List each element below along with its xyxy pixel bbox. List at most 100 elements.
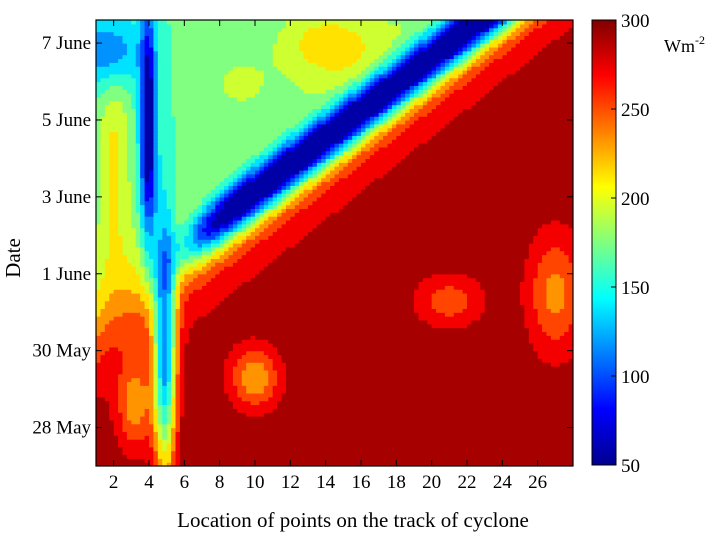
contour-cell <box>391 319 397 325</box>
contour-cell <box>515 292 521 298</box>
contour-cell <box>303 300 309 306</box>
contour-cell <box>506 327 512 333</box>
contour-cell <box>308 454 314 459</box>
contour-cell <box>524 462 530 466</box>
contour-cell <box>113 419 119 425</box>
contour-cell <box>303 342 309 348</box>
contour-cell <box>316 416 322 421</box>
contour-cell <box>224 350 230 356</box>
contour-cell <box>232 350 238 356</box>
contour-cell <box>308 381 314 386</box>
contour-cell <box>316 289 322 294</box>
contour-cell <box>568 389 573 394</box>
contour-cell <box>484 381 490 386</box>
contour-cell <box>206 316 212 321</box>
contour-cell <box>400 346 406 352</box>
contour-cell <box>184 373 190 379</box>
contour-cell <box>149 335 155 340</box>
contour-cell <box>480 366 486 371</box>
contour-cell <box>400 358 406 363</box>
contour-cell <box>542 335 548 340</box>
contour-cell <box>321 304 327 309</box>
contour-cell <box>157 439 163 444</box>
contour-cell <box>118 392 124 398</box>
contour-cell <box>431 377 437 383</box>
contour-cell <box>312 350 318 356</box>
contour-cell <box>537 416 543 421</box>
contour-cell <box>193 296 199 302</box>
contour-cell <box>321 435 327 440</box>
contour-cell <box>312 377 318 383</box>
contour-cell <box>263 446 269 452</box>
contour-cell <box>321 408 327 413</box>
contour-cell <box>343 358 349 363</box>
contour-cell <box>387 350 393 356</box>
contour-cell <box>277 416 283 421</box>
contour-cell <box>506 323 512 329</box>
contour-cell <box>396 439 402 444</box>
contour-cell <box>409 300 415 306</box>
contour-cell <box>312 300 318 306</box>
contour-cell <box>493 427 499 432</box>
contour-cell <box>193 400 199 406</box>
contour-cell <box>277 335 283 340</box>
contour-cell <box>126 319 132 325</box>
contour-cell <box>475 289 481 294</box>
contour-cell <box>347 323 353 329</box>
contour-cell <box>449 296 455 302</box>
contour-cell <box>308 358 314 363</box>
contour-cell <box>303 427 309 432</box>
contour-cell <box>546 296 552 302</box>
contour-cell <box>418 412 424 417</box>
contour-cell <box>179 304 185 309</box>
contour-cell <box>281 400 287 406</box>
contour-cell <box>436 323 442 329</box>
contour-cell <box>396 369 402 375</box>
contour-cell <box>122 396 128 402</box>
contour-cell <box>171 416 177 421</box>
contour-cell <box>246 389 252 394</box>
contour-cell <box>383 358 389 363</box>
contour-cell <box>334 304 340 309</box>
contour-cell <box>215 423 221 429</box>
contour-cell <box>290 296 296 302</box>
contour-cell <box>299 462 305 466</box>
contour-cell <box>210 385 216 390</box>
contour-cell <box>325 354 331 359</box>
contour-cell <box>228 323 234 329</box>
contour-cell <box>537 454 543 459</box>
contour-cell <box>400 292 406 298</box>
contour-cell <box>224 373 230 379</box>
contour-cell <box>210 308 216 313</box>
contour-cell <box>365 416 371 421</box>
contour-cell <box>277 381 283 386</box>
contour-cell <box>202 327 208 333</box>
contour-cell <box>334 300 340 306</box>
contour-cell <box>184 369 190 375</box>
contour-cell <box>533 342 539 348</box>
contour-cell <box>524 454 530 459</box>
contour-cell <box>555 358 561 363</box>
contour-cell <box>409 427 415 432</box>
contour-cell <box>537 304 543 309</box>
contour-cell <box>528 404 534 409</box>
contour-cell <box>272 304 278 309</box>
contour-cell <box>502 458 508 463</box>
contour-cell <box>378 408 384 413</box>
contour-cell <box>299 335 305 340</box>
contour-cell <box>528 454 534 459</box>
contour-cell <box>232 373 238 379</box>
contour-cell <box>241 377 247 383</box>
contour-cell <box>524 373 530 379</box>
contour-cell <box>546 381 552 386</box>
contour-cell <box>440 319 446 325</box>
contour-cell <box>277 400 283 406</box>
contour-cell <box>352 327 358 333</box>
contour-cell <box>232 416 238 421</box>
contour-cell <box>431 427 437 432</box>
contour-cell <box>555 308 561 313</box>
contour-cell <box>502 308 508 313</box>
contour-cell <box>338 408 344 413</box>
contour-cell <box>520 369 526 375</box>
contour-cell <box>100 308 106 313</box>
